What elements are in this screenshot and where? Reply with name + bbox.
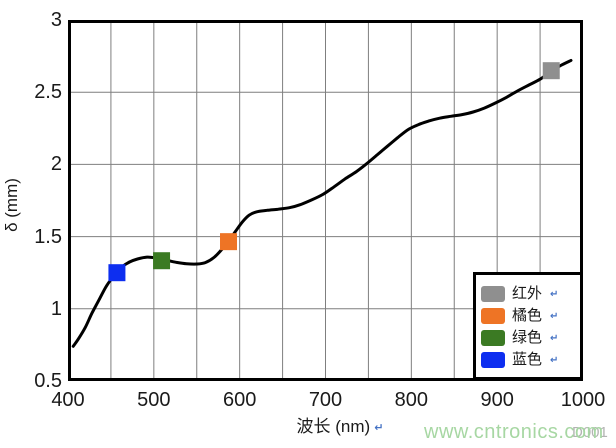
legend-swatch-icon [481, 352, 505, 368]
y-tick-label: 2 [50, 153, 62, 176]
data-curve [71, 58, 573, 348]
legend-label: 红外 [512, 285, 543, 302]
legend-swatch-icon [481, 286, 505, 302]
legend-row-橘色: 橘色 ↵ [481, 305, 580, 327]
legend-row-蓝色: 蓝色 ↵ [481, 349, 580, 371]
legend-swatch-icon [481, 330, 505, 346]
watermark-text: www.cntronics.com [424, 421, 604, 443]
legend-box: 红外 ↵ 橘色 ↵ 绿色 ↵ 蓝色 ↵ [473, 272, 583, 380]
marker-橘色 [220, 233, 238, 251]
plot-area [68, 20, 583, 381]
x-tick-label: 700 [308, 389, 343, 411]
return-mark-icon: ↵ [550, 354, 559, 366]
x-tick-label: 1000 [560, 389, 606, 411]
return-mark-icon: ↵ [550, 288, 559, 300]
y-tick-label: 1.5 [34, 225, 62, 248]
marker-红外 [542, 62, 560, 80]
x-axis-title-text: 波长 (nm) [296, 417, 371, 436]
marker-蓝色 [108, 264, 126, 282]
legend-label: 蓝色 [512, 351, 543, 368]
legend-row-绿色: 绿色 ↵ [481, 327, 580, 349]
legend-label: 橘色 [512, 307, 543, 324]
return-mark-icon: ↵ [374, 422, 384, 434]
y-tick-label: 2.5 [34, 81, 62, 104]
legend-label: 绿色 [512, 329, 543, 346]
marker-绿色 [153, 252, 171, 270]
x-tick-label: 600 [222, 389, 257, 411]
x-tick-label: 900 [480, 389, 514, 411]
y-tick-label: 0.5 [34, 370, 62, 392]
legend-row-红外: 红外 ↵ [481, 283, 580, 305]
plot-border [68, 20, 583, 381]
y-tick-label: 3 [50, 9, 62, 31]
return-mark-icon: ↵ [550, 310, 559, 322]
x-tick-label: 500 [137, 389, 171, 411]
return-mark-icon: ↵ [550, 332, 559, 344]
x-tick-label: 800 [394, 389, 429, 411]
x-tick-label: 400 [51, 389, 85, 411]
legend-swatch-icon [481, 308, 505, 324]
y-tick-label: 1 [50, 297, 62, 320]
x-axis-title: 波长 (nm) ↵ [240, 412, 440, 437]
figure-code: D001 [572, 424, 608, 441]
